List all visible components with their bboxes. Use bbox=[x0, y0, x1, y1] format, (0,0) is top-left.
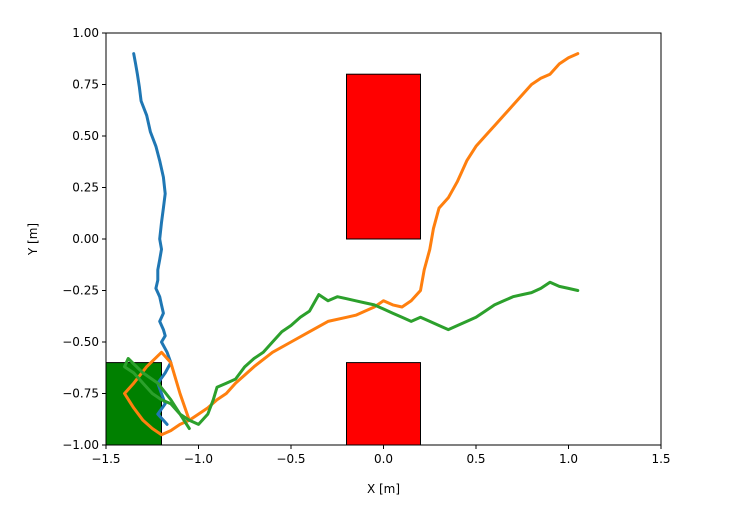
x-tick-label: 1.5 bbox=[651, 452, 670, 466]
x-tick-label: −1.5 bbox=[91, 452, 120, 466]
y-tick-label: 0.25 bbox=[72, 181, 99, 195]
x-tick-label: 1.0 bbox=[559, 452, 578, 466]
x-tick-label: 0.5 bbox=[466, 452, 485, 466]
y-tick-label: 0.75 bbox=[72, 78, 99, 92]
obstacle-2 bbox=[346, 362, 421, 446]
x-tick-label: −0.5 bbox=[276, 452, 305, 466]
y-axis-label: Y [m] bbox=[26, 223, 40, 256]
y-tick-label: −0.25 bbox=[62, 284, 99, 298]
y-tick-label: −0.50 bbox=[62, 335, 99, 349]
x-axis-label: X [m] bbox=[367, 482, 400, 496]
obstacles-layer bbox=[105, 73, 421, 446]
y-tick-label: 0.00 bbox=[72, 232, 99, 246]
obstacle-1 bbox=[346, 73, 421, 240]
trajectory-1 bbox=[132, 52, 173, 426]
y-tick-label: 0.50 bbox=[72, 129, 99, 143]
y-tick-label: −1.00 bbox=[62, 438, 99, 452]
y-ticks: −1.00 −0.75 −0.50 −0.25 0.00 0.25 0.50 0.75 1.00 bbox=[62, 26, 106, 452]
goal-region bbox=[105, 362, 162, 446]
series-layer bbox=[123, 52, 580, 437]
x-ticks: −1.5 −1.0 −0.5 0.0 0.5 1.0 1.5 bbox=[91, 445, 671, 466]
y-tick-label: 1.00 bbox=[72, 26, 99, 40]
x-tick-label: 0.0 bbox=[374, 452, 393, 466]
y-tick-label: −0.75 bbox=[62, 387, 99, 401]
x-tick-label: −1.0 bbox=[184, 452, 213, 466]
trajectory-3 bbox=[123, 280, 580, 430]
trajectory-2 bbox=[123, 52, 580, 437]
